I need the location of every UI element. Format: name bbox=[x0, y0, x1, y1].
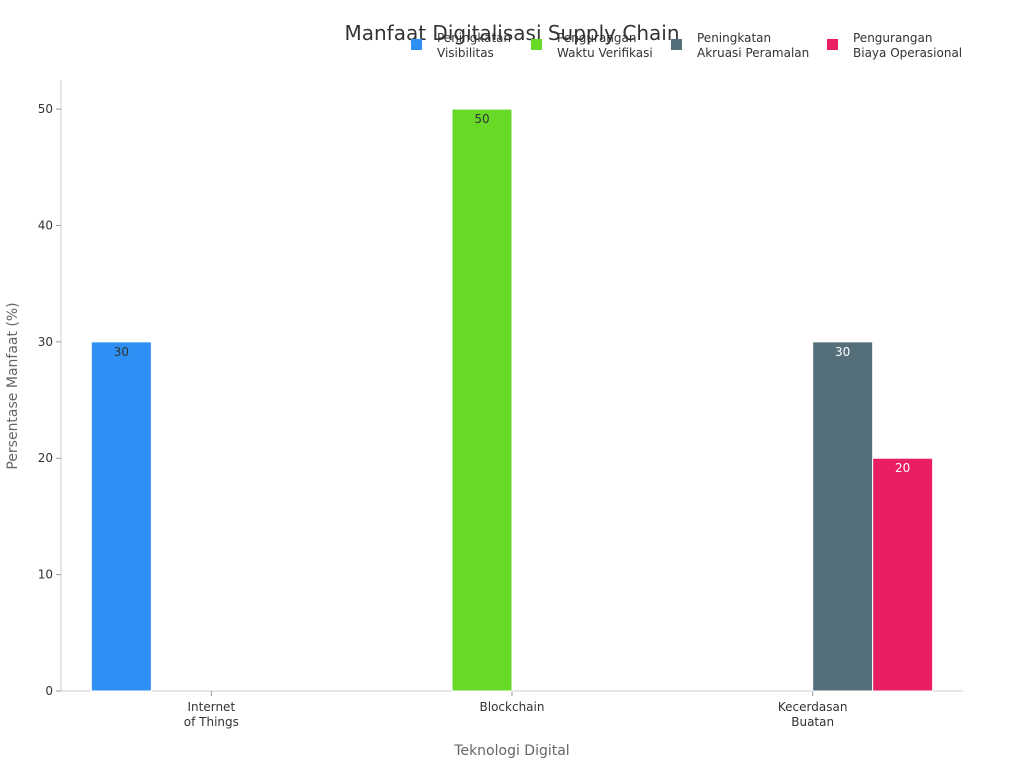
legend-label: Pengurangan Waktu Verifikasi bbox=[557, 31, 653, 60]
y-tick-label: 50 bbox=[38, 102, 53, 116]
y-axis-title: Persentase Manfaat (%) bbox=[5, 302, 21, 469]
data-labels-group: 30 50 30 20 bbox=[114, 112, 911, 475]
x-tick-label-line: Internet bbox=[188, 700, 236, 714]
legend-label-line: Peningkatan bbox=[437, 31, 511, 45]
bar bbox=[90, 341, 152, 692]
data-label: 20 bbox=[895, 461, 910, 475]
x-tick-label: Blockchain bbox=[480, 700, 545, 714]
bar bbox=[872, 457, 934, 692]
data-label: 30 bbox=[114, 345, 129, 359]
y-tick-label: 0 bbox=[45, 684, 53, 698]
legend-label-line: Peningkatan bbox=[697, 31, 771, 45]
legend-swatch bbox=[827, 39, 838, 50]
legend-label-line: Waktu Verifikasi bbox=[557, 46, 653, 60]
axes-group: 0 10 20 30 40 50 Internet of Things Blockchain Ke… bbox=[38, 80, 963, 729]
legend-label: Pengurangan Biaya Operasional bbox=[853, 31, 962, 60]
legend-label: Peningkatan Akruasi Peramalan bbox=[697, 31, 809, 60]
legend-label-line: Visibilitas bbox=[437, 46, 494, 60]
x-tick-label: Kecerdasan Buatan bbox=[778, 700, 848, 729]
bar bbox=[812, 341, 874, 692]
y-tick-label: 20 bbox=[38, 451, 53, 465]
data-label: 50 bbox=[474, 112, 489, 126]
data-label: 30 bbox=[835, 345, 850, 359]
y-tick-label: 30 bbox=[38, 335, 53, 349]
x-axis-title: Teknologi Digital bbox=[453, 743, 569, 759]
y-tick-label: 10 bbox=[38, 568, 53, 582]
legend-swatch bbox=[671, 39, 682, 50]
x-tick-label-line: of Things bbox=[184, 715, 239, 729]
legend-label-line: Biaya Operasional bbox=[853, 46, 962, 60]
x-tick-label-line: Buatan bbox=[791, 715, 834, 729]
y-tick-label: 40 bbox=[38, 218, 53, 232]
x-tick-label-line: Kecerdasan bbox=[778, 700, 848, 714]
chart-title: Manfaat Digitalisasi Supply Chain bbox=[344, 21, 679, 45]
bar bbox=[451, 108, 513, 692]
legend-swatch bbox=[411, 39, 422, 50]
x-tick-label: Internet of Things bbox=[184, 700, 239, 729]
bars-group bbox=[90, 108, 934, 692]
legend-label: Peningkatan Visibilitas bbox=[437, 31, 511, 60]
legend-label-line: Pengurangan bbox=[853, 31, 933, 45]
legend-label-line: Akruasi Peramalan bbox=[697, 46, 809, 60]
legend-swatch bbox=[531, 39, 542, 50]
title-group: Manfaat Digitalisasi Supply Chain bbox=[344, 21, 679, 45]
legend-label-line: Pengurangan bbox=[557, 31, 637, 45]
x-tick-label-line: Blockchain bbox=[480, 700, 545, 714]
